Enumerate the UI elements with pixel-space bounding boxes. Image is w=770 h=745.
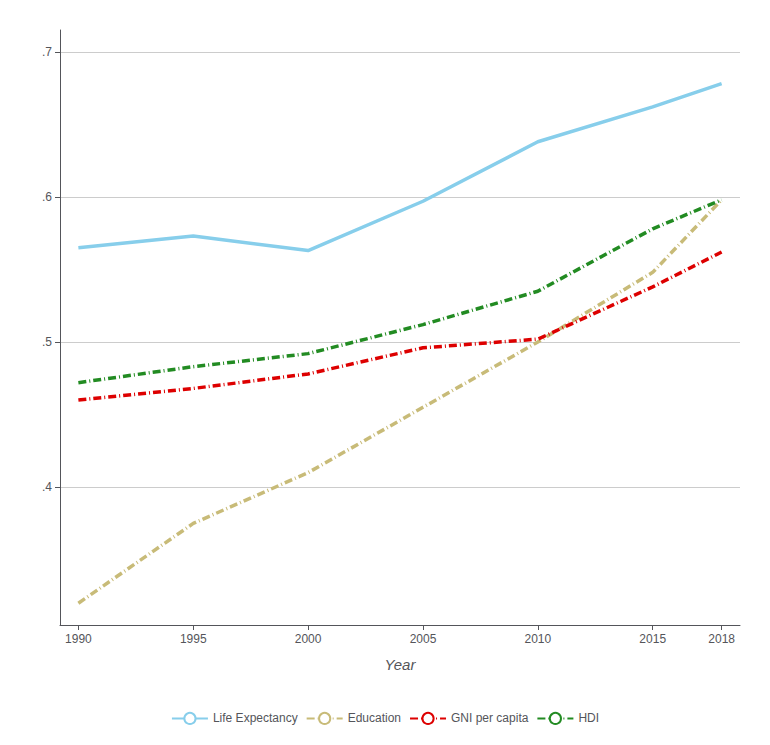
svg-text:.5: .5 [42, 335, 52, 349]
svg-text:.6: .6 [42, 190, 52, 204]
svg-text:HDI: HDI [578, 711, 599, 725]
svg-text:2005: 2005 [410, 632, 437, 646]
svg-text:2015: 2015 [639, 632, 666, 646]
svg-text:Life Expectancy: Life Expectancy [213, 711, 298, 725]
svg-text:.4: .4 [42, 480, 52, 494]
svg-text:2000: 2000 [295, 632, 322, 646]
svg-text:2018: 2018 [708, 632, 735, 646]
svg-text:GNI per capita: GNI per capita [451, 711, 529, 725]
svg-text:2010: 2010 [524, 632, 551, 646]
svg-text:Year: Year [385, 656, 417, 673]
svg-text:.7: .7 [42, 45, 52, 59]
svg-text:1990: 1990 [65, 632, 92, 646]
svg-text:Education: Education [348, 711, 401, 725]
svg-text:1995: 1995 [180, 632, 207, 646]
